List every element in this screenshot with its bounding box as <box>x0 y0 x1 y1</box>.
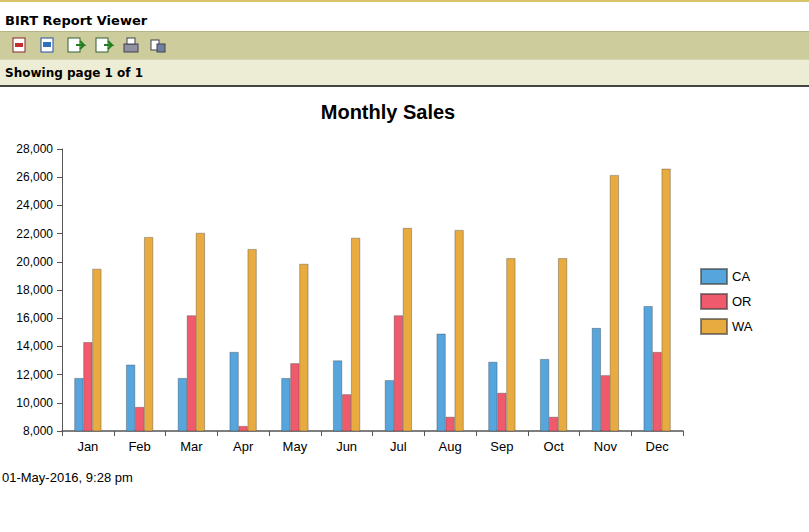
svg-text:26,000: 26,000 <box>16 170 53 184</box>
svg-text:10,000: 10,000 <box>16 396 53 410</box>
svg-text:22,000: 22,000 <box>16 227 53 241</box>
svg-text:14,000: 14,000 <box>16 339 53 353</box>
svg-text:Aug: Aug <box>439 439 462 454</box>
svg-text:Monthly Sales: Monthly Sales <box>321 101 455 123</box>
svg-text:OR: OR <box>732 294 752 309</box>
svg-text:Nov: Nov <box>594 439 618 454</box>
svg-text:24,000: 24,000 <box>16 198 53 212</box>
svg-text:Jul: Jul <box>390 439 407 454</box>
svg-text:8,000: 8,000 <box>23 424 53 438</box>
html-text:01-May-2016, 9:28 pm: 01-May-2016, 9:28 pm <box>2 470 133 485</box>
svg-text:16,000: 16,000 <box>16 311 53 325</box>
svg-text:Apr: Apr <box>233 439 254 454</box>
svg-text:WA: WA <box>732 319 753 334</box>
svg-text:Mar: Mar <box>180 439 203 454</box>
html-text:Showing page 1 of 1: Showing page 1 of 1 <box>5 66 144 80</box>
svg-text:Dec: Dec <box>646 439 670 454</box>
svg-text:Sep: Sep <box>490 439 513 454</box>
svg-text:Feb: Feb <box>128 439 150 454</box>
svg-text:18,000: 18,000 <box>16 283 53 297</box>
svg-text:Jan: Jan <box>77 439 98 454</box>
svg-text:20,000: 20,000 <box>16 255 53 269</box>
svg-text:12,000: 12,000 <box>16 368 53 382</box>
html-text:BIRT Report Viewer: BIRT Report Viewer <box>5 13 148 28</box>
svg-text:May: May <box>283 439 308 454</box>
svg-text:Oct: Oct <box>544 439 565 454</box>
svg-text:Jun: Jun <box>336 439 357 454</box>
svg-text:CA: CA <box>732 269 750 284</box>
svg-text:28,000: 28,000 <box>16 142 53 156</box>
